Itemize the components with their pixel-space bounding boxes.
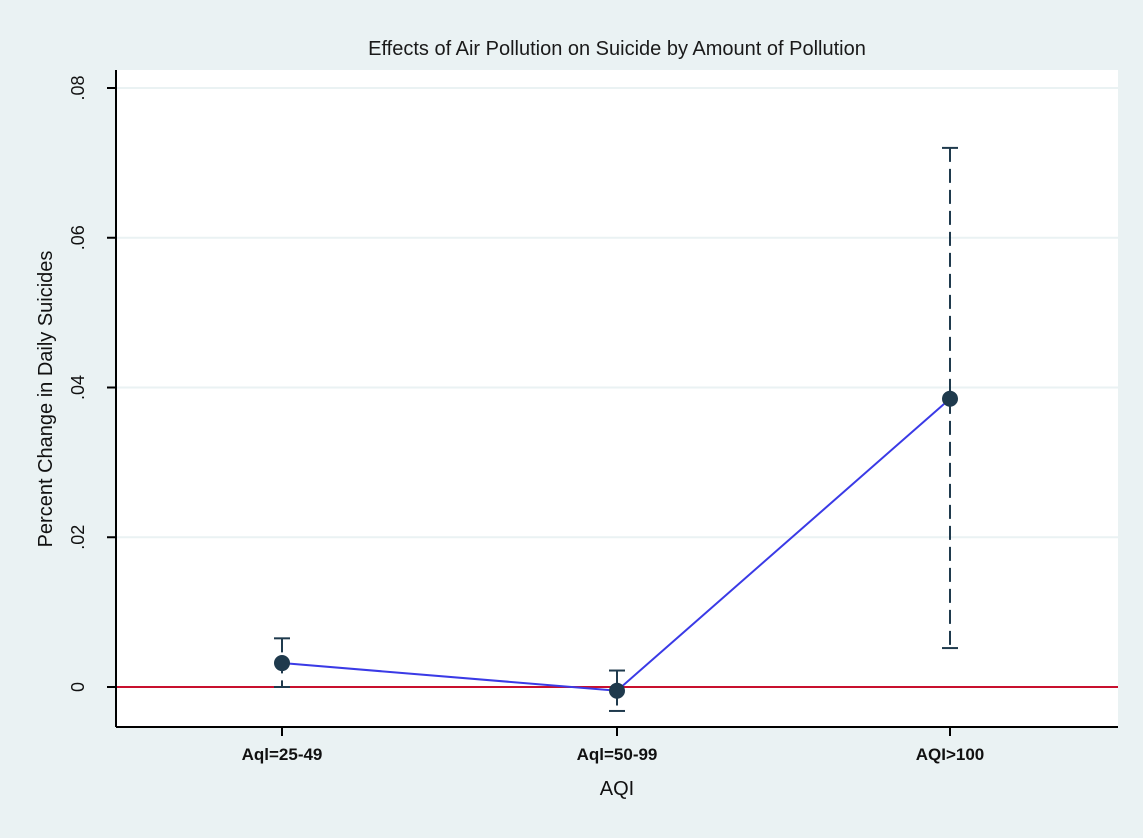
- x-axis-title: AQI: [600, 778, 634, 800]
- x-tick-labels: Aql=25-49 Aql=50-99 AQI>100: [242, 727, 985, 764]
- y-tick-label: .02: [68, 525, 88, 550]
- y-tick-labels: 0 .02 .04 .06 .08: [68, 75, 116, 692]
- data-point-3: [942, 390, 958, 407]
- y-tick-label: .08: [68, 75, 88, 100]
- y-tick-label: .04: [68, 375, 88, 400]
- y-axis-title: Percent Change in Daily Suicides: [35, 251, 57, 548]
- plot-area: [116, 70, 1118, 727]
- y-tick-label: .06: [68, 225, 88, 250]
- data-point-1: [274, 655, 290, 672]
- x-tick-label: AQI>100: [916, 745, 985, 764]
- point-markers: [274, 390, 958, 699]
- chart-title: Effects of Air Pollution on Suicide by A…: [368, 38, 866, 60]
- x-tick-label: Aql=25-49: [242, 745, 323, 764]
- x-tick-label: Aql=50-99: [577, 745, 658, 764]
- y-tick-label: 0: [68, 682, 88, 692]
- data-point-2: [609, 682, 625, 699]
